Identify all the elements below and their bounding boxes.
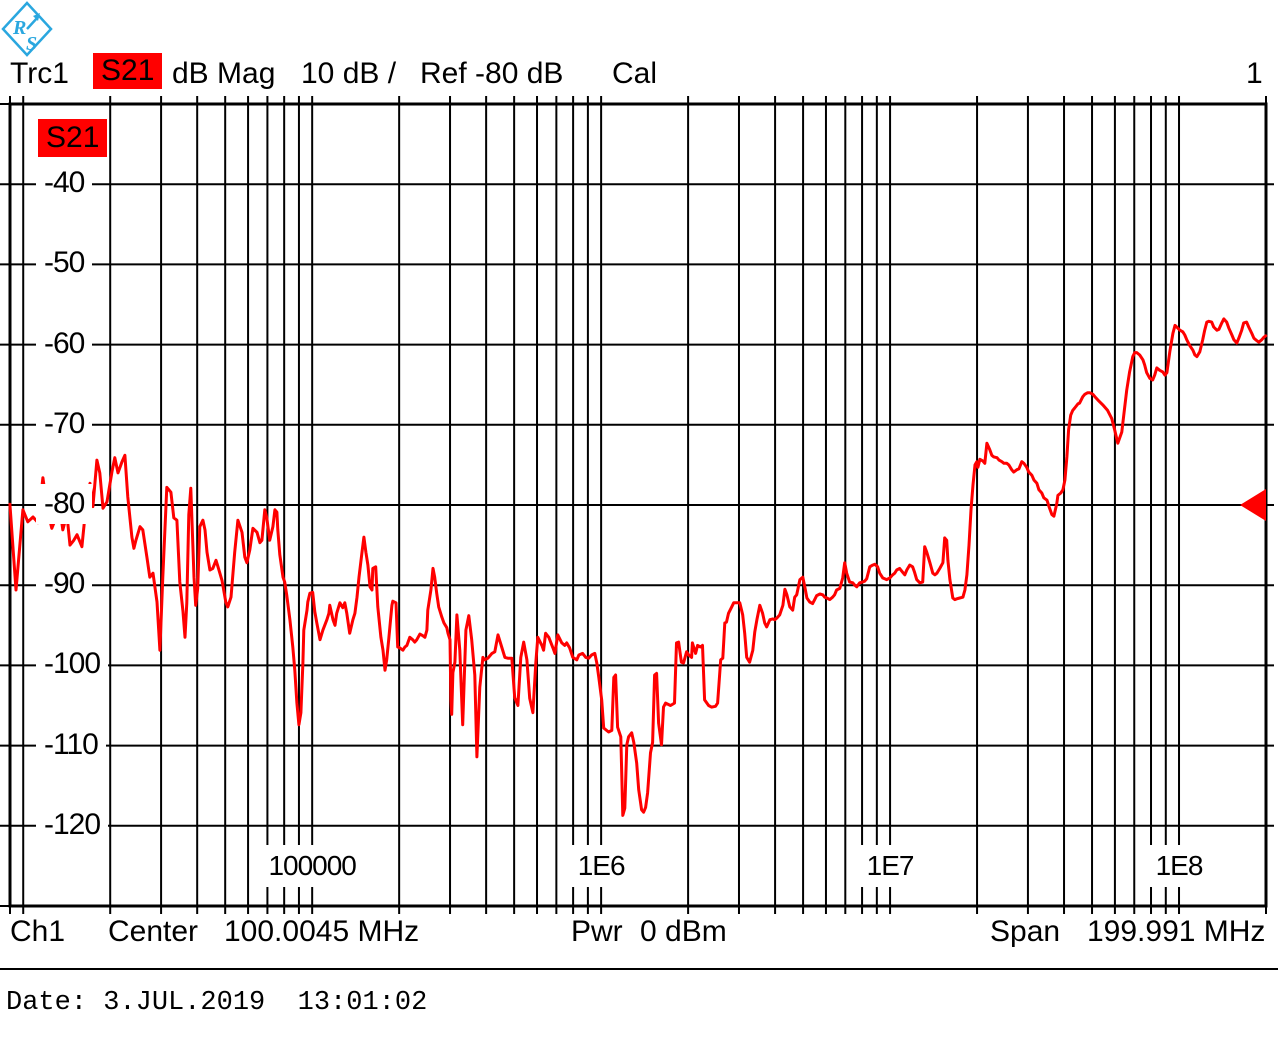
y-axis-label-70: -70 — [36, 403, 93, 444]
trace-polyline[interactable] — [8, 317, 1268, 817]
header-scale: 10 dB / — [301, 57, 397, 90]
rs-logo: R S — [1, 1, 53, 57]
header-format: dB Mag — [172, 57, 276, 90]
x-axis-label-1e7: 1E7 — [858, 845, 922, 887]
x-axis-label-1e6: 1E6 — [569, 845, 633, 887]
rs-logo-arrowhead — [33, 13, 40, 21]
rs-logo-letter-r: R — [12, 17, 26, 39]
y-axis-label-60: -60 — [36, 323, 93, 364]
footer-pwr-label[interactable]: Pwr — [571, 915, 623, 948]
footer-pwr-value[interactable]: 0 dBm — [640, 915, 727, 948]
y-axis-label-90: -90 — [36, 564, 93, 605]
footer-center-label[interactable]: Center — [108, 915, 199, 948]
y-axis-label-110: -110 — [36, 724, 106, 765]
footer-center-value[interactable]: 100.0045 MHz — [224, 915, 420, 948]
rs-logo-letter-s: S — [26, 33, 37, 55]
footer-span-label[interactable]: Span — [990, 915, 1061, 948]
y-axis-label-80: -80 — [36, 484, 93, 524]
header-window-number: 1 — [1246, 57, 1263, 90]
y-axis-label-120: -120 — [36, 804, 109, 845]
y-axis-label-50: -50 — [36, 243, 93, 284]
y-axis-label-100: -100 — [36, 644, 109, 685]
header-meas-badge[interactable]: S21 — [93, 53, 163, 89]
header-trace-name: Trc1 — [10, 57, 69, 90]
date-line: Date: 3.JUL.2019 13:01:02 — [6, 988, 428, 1018]
header-ref-level: Ref -80 dB — [420, 57, 564, 90]
y-axis-label-40: -40 — [36, 163, 93, 204]
header-cal-status: Cal — [612, 57, 658, 90]
footer-channel: Ch1 — [10, 915, 66, 948]
footer-span-value[interactable]: 199.991 MHz — [1087, 915, 1266, 948]
trace-label-badge[interactable]: S21 — [38, 119, 108, 157]
ref-level-marker[interactable] — [1240, 489, 1266, 521]
x-axis-label-100000: 100000 — [260, 845, 364, 887]
x-axis-label-1e8: 1E8 — [1147, 845, 1211, 887]
